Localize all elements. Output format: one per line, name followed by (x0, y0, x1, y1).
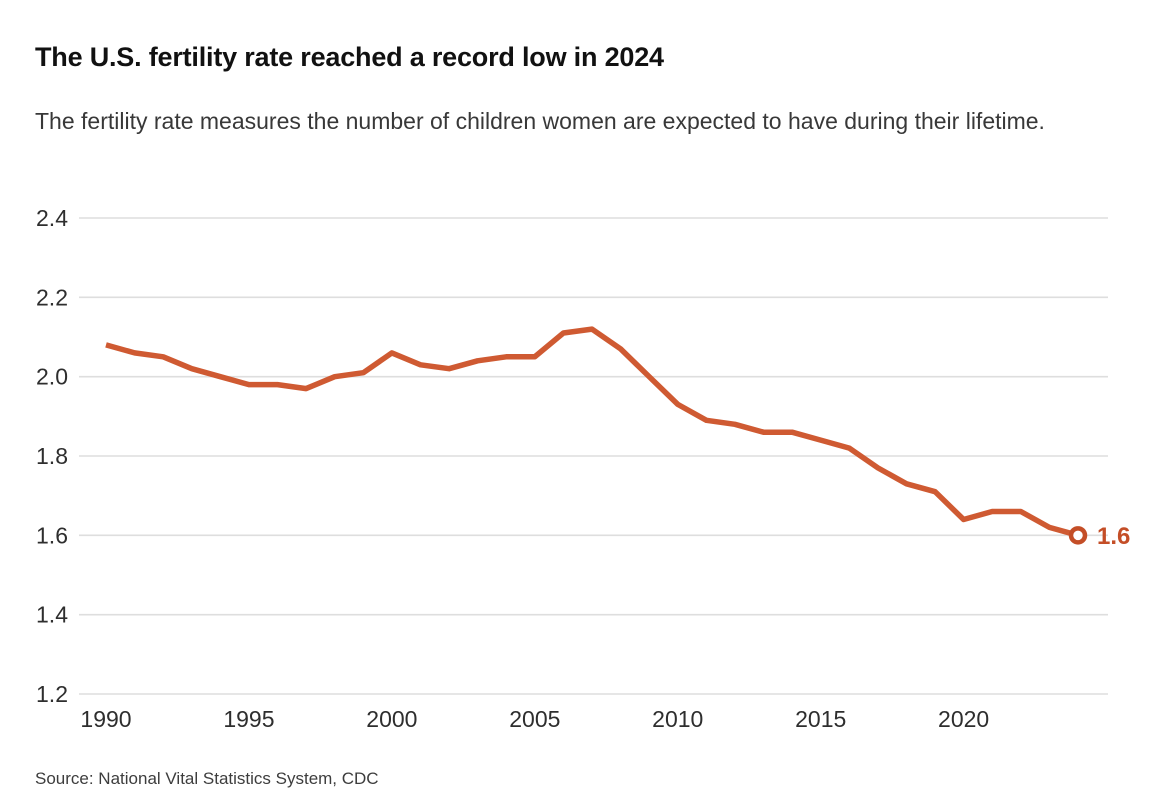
x-axis-tick-label: 2020 (938, 706, 989, 732)
source-note: Source: National Vital Statistics System… (35, 769, 379, 788)
x-axis-tick-label: 2015 (795, 706, 846, 732)
fertility-rate-line (105, 326, 1079, 538)
y-axis-tick-label: 2.4 (36, 205, 68, 231)
y-axis-tick-label: 1.2 (36, 681, 68, 707)
x-axis-tick-label: 2005 (509, 706, 560, 732)
chart-subtitle: The fertility rate measures the number o… (35, 108, 1045, 134)
x-axis-tick-label: 2000 (366, 706, 417, 732)
y-axis-tick-label: 1.4 (36, 602, 68, 628)
y-axis-tick-label: 2.2 (36, 284, 68, 310)
endpoint-marker (1068, 526, 1088, 545)
y-axis-tick-label: 2.0 (36, 364, 68, 390)
endpoint-value-label: 1.6 (1097, 523, 1130, 550)
x-axis-tick-label: 1995 (223, 706, 274, 732)
chart-title: The U.S. fertility rate reached a record… (35, 42, 664, 73)
x-axis-tick-label: 2010 (652, 706, 703, 732)
x-axis-tick-label: 1990 (80, 706, 131, 732)
y-axis-tick-label: 1.6 (36, 522, 68, 548)
y-axis-tick-label: 1.8 (36, 443, 68, 469)
